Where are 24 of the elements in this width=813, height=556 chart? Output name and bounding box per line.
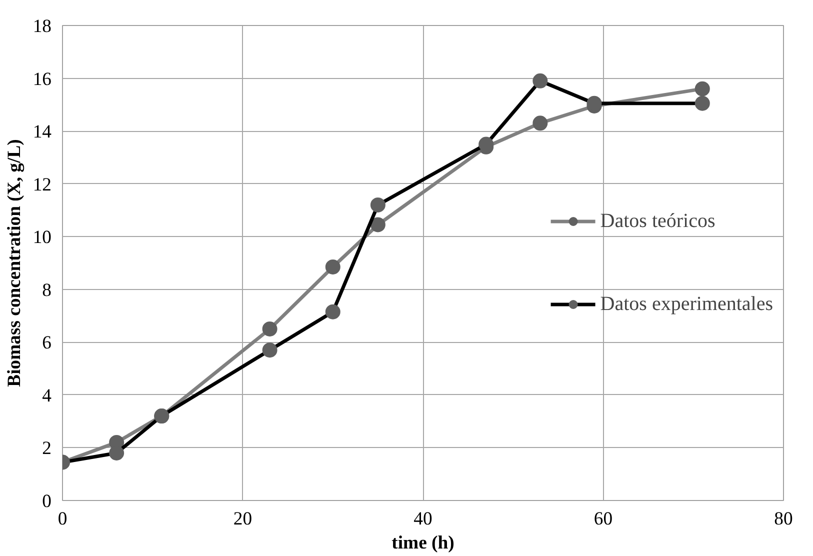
y-tick-label: 2 (42, 438, 52, 460)
x-tick-label: 20 (233, 508, 252, 530)
x-axis-title: time (h) (392, 532, 454, 554)
y-tick-label: 12 (32, 174, 52, 196)
x-tick-label: 80 (774, 508, 793, 530)
y-tick-label: 8 (42, 280, 52, 301)
y-tick-label: 0 (42, 491, 52, 512)
x-tick-label: 0 (58, 508, 68, 530)
point (262, 321, 278, 336)
point (532, 116, 548, 131)
y-tick-label: 14 (32, 122, 52, 143)
y-tick-label: 4 (42, 385, 52, 406)
legend-label: Datos teóricos (600, 210, 716, 232)
y-tick-label: 10 (32, 227, 52, 248)
point (370, 217, 386, 232)
y-tick-label: 18 (32, 16, 52, 37)
y-tick-label: 6 (42, 332, 52, 354)
x-tick-label: 60 (594, 508, 613, 530)
y-axis-title: Biomass concentration (X, g/L) (4, 139, 25, 387)
legend-label: Datos experimentales (600, 292, 773, 316)
x-tick-label: 40 (414, 508, 432, 530)
point (325, 259, 340, 274)
y-tick-label: 16 (32, 68, 52, 90)
point (694, 81, 710, 96)
